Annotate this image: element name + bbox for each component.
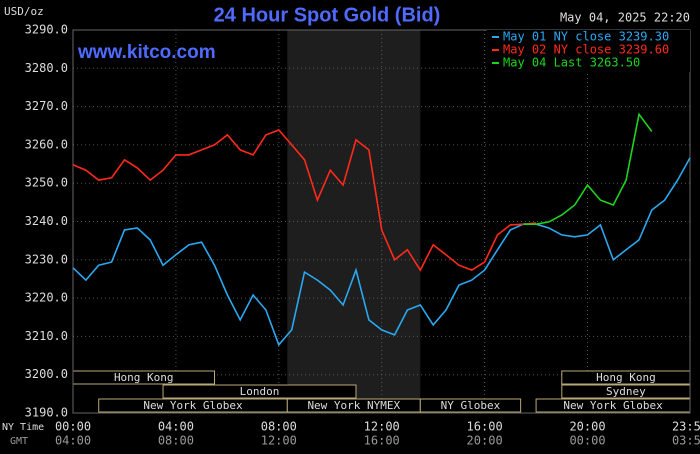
legend-label: May 01 NY close 3239.30 <box>503 30 669 44</box>
session-label: New York Globex <box>563 399 663 412</box>
session-label: New York NYMEX <box>307 399 400 412</box>
session-box <box>419 398 522 413</box>
x-tick-label: 16:00 <box>467 420 503 434</box>
x2-tick-label: 03:59 <box>672 434 700 448</box>
y-tick-label: 3230.0 <box>25 252 68 266</box>
session-label: Hong Kong <box>596 371 656 384</box>
y-tick-label: 3250.0 <box>25 176 68 190</box>
line-series <box>523 112 653 225</box>
y-tick-label: 3200.0 <box>25 367 68 381</box>
y-tick-label: 3240.0 <box>25 214 68 228</box>
legend-box <box>487 30 690 72</box>
date: May 04, 2025 22:20 <box>560 11 690 25</box>
x2-tick-label: 20:00 <box>467 434 503 448</box>
x2-tick-label: 00:00 <box>569 434 605 448</box>
x2-tick-label: 12:00 <box>261 434 297 448</box>
y-tick-label: 3280.0 <box>25 61 68 75</box>
plot-frame <box>72 29 691 414</box>
plot-area <box>72 29 691 414</box>
legend-label: May 04 Last 3263.50 <box>503 56 640 70</box>
x-tick-label: 12:00 <box>364 420 400 434</box>
watermark: www.kitco.com <box>77 42 216 63</box>
y-tick-label: 3210.0 <box>25 329 68 343</box>
x2-tick-label: 08:00 <box>158 434 194 448</box>
line-series <box>72 129 537 272</box>
y-tick-label: 3220.0 <box>25 291 68 305</box>
y-tick-label: 3290.0 <box>25 23 68 37</box>
x2-label: GMT <box>10 436 28 447</box>
session-label: Hong Kong <box>114 371 174 384</box>
x-tick-label: 00:00 <box>55 420 91 434</box>
session-label: London <box>240 385 280 398</box>
x-label: NY Time <box>2 422 44 433</box>
session-label: Sydney <box>606 385 646 398</box>
session-label: New York Globex <box>143 399 243 412</box>
x-tick-label: 08:00 <box>261 420 297 434</box>
session-label: NY Globex <box>441 399 501 412</box>
y-tick-label: 3270.0 <box>25 99 68 113</box>
session-box <box>162 384 357 399</box>
x2-tick-label: 16:00 <box>364 434 400 448</box>
x2-tick-label: 04:00 <box>55 434 91 448</box>
y-tick-label: 3260.0 <box>25 137 68 151</box>
chart-title: 24 Hour Spot Gold (Bid) <box>214 4 441 26</box>
legend-label: May 02 NY close 3239.60 <box>503 43 669 57</box>
y-unit: USD/oz <box>4 5 44 18</box>
x-tick-label: 23:59 <box>672 420 700 434</box>
x-tick-label: 20:00 <box>569 420 605 434</box>
x-tick-label: 04:00 <box>158 420 194 434</box>
line-series <box>72 157 691 347</box>
y-tick-label: 3190.0 <box>25 406 68 420</box>
